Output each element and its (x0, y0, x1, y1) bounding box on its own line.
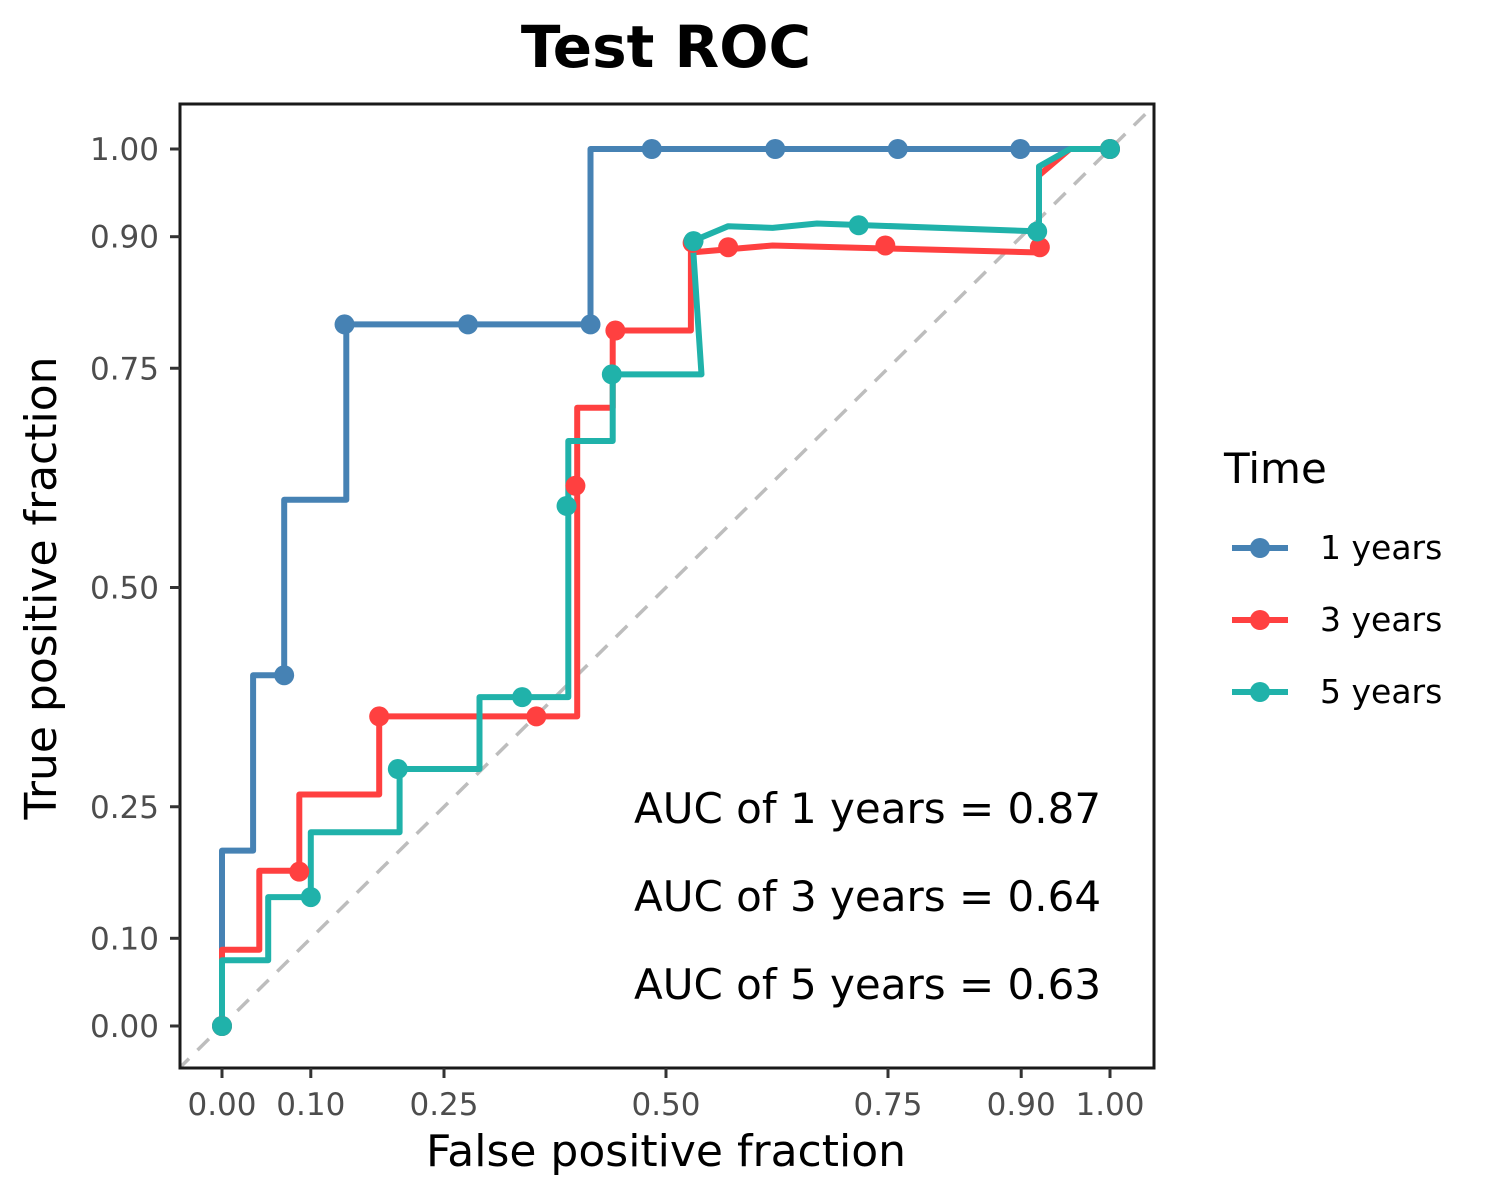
data-point (1010, 139, 1031, 159)
data-point (580, 314, 601, 335)
data-point (334, 314, 355, 335)
auc-annotations: AUC of 1 years = 0.87 AUC of 3 years = 0.… (634, 784, 1101, 1009)
y-tick-label: 0.50 (90, 571, 159, 607)
legend-label: 5 years (1320, 672, 1442, 711)
legend-key-point (1250, 610, 1270, 630)
y-tick-label: 0.10 (90, 921, 159, 957)
legend-key-point (1250, 682, 1270, 702)
legend-item-3: 5 years (1232, 672, 1442, 711)
data-point (512, 687, 533, 708)
legend-key-point (1250, 538, 1270, 558)
x-tick-label: 0.25 (409, 1087, 478, 1123)
auc-label-1: AUC of 1 years = 0.87 (634, 784, 1101, 833)
legend: Time 1 years 3 years 5 years (1223, 444, 1442, 711)
legend-item-1: 1 years (1232, 528, 1442, 567)
data-point (526, 706, 547, 727)
y-tick-label: 0.75 (90, 351, 159, 387)
legend-title: Time (1223, 444, 1327, 493)
y-tick-label: 0.25 (90, 790, 159, 826)
data-point (605, 320, 626, 341)
data-point (1027, 221, 1048, 242)
data-point (300, 887, 321, 908)
x-tick-label: 0.50 (631, 1087, 700, 1123)
series-line-3 (219, 146, 1110, 1026)
data-point (274, 665, 295, 686)
legend-label: 1 years (1320, 528, 1442, 567)
auc-label-3: AUC of 5 years = 0.63 (634, 960, 1101, 1009)
data-point (565, 475, 586, 496)
x-axis-title: False positive fraction (426, 1126, 906, 1177)
data-point (641, 139, 662, 159)
data-point (718, 237, 739, 258)
data-point (601, 364, 622, 385)
data-point (289, 861, 310, 882)
auc-label-2: AUC of 3 years = 0.64 (634, 872, 1101, 921)
reference-diagonal-line (180, 104, 1154, 1068)
data-point (212, 1016, 232, 1036)
data-point (848, 215, 869, 236)
data-point (683, 231, 704, 252)
data-point (765, 139, 786, 159)
legend-item-2: 3 years (1232, 600, 1442, 639)
data-point (369, 706, 390, 727)
y-axis-title: True positive fraction (16, 356, 67, 820)
data-point (387, 759, 408, 780)
plot-area (178, 102, 1156, 1070)
data-point (1100, 139, 1120, 159)
x-tick-label: 0.10 (276, 1087, 345, 1123)
y-tick-label: 1.00 (90, 132, 159, 168)
data-point (556, 495, 577, 516)
legend-label: 3 years (1320, 600, 1442, 639)
y-tick-label: 0.90 (90, 220, 159, 256)
data-point (1029, 237, 1050, 258)
x-tick-label: 0.75 (853, 1087, 922, 1123)
data-point (875, 235, 896, 256)
series-line-1 (219, 146, 1110, 1026)
x-tick-label: 0.00 (187, 1087, 256, 1123)
data-point (887, 139, 908, 159)
data-point (457, 314, 478, 335)
axis-ticks: 0.00 0.10 0.25 0.50 0.75 0.90 1.00 0.00 0.10 0.25… (90, 132, 1145, 1123)
y-tick-label: 0.00 (90, 1009, 159, 1045)
x-tick-label: 1.00 (1075, 1087, 1144, 1123)
x-tick-label: 0.90 (987, 1087, 1056, 1123)
chart-title: Test ROC (521, 13, 811, 81)
